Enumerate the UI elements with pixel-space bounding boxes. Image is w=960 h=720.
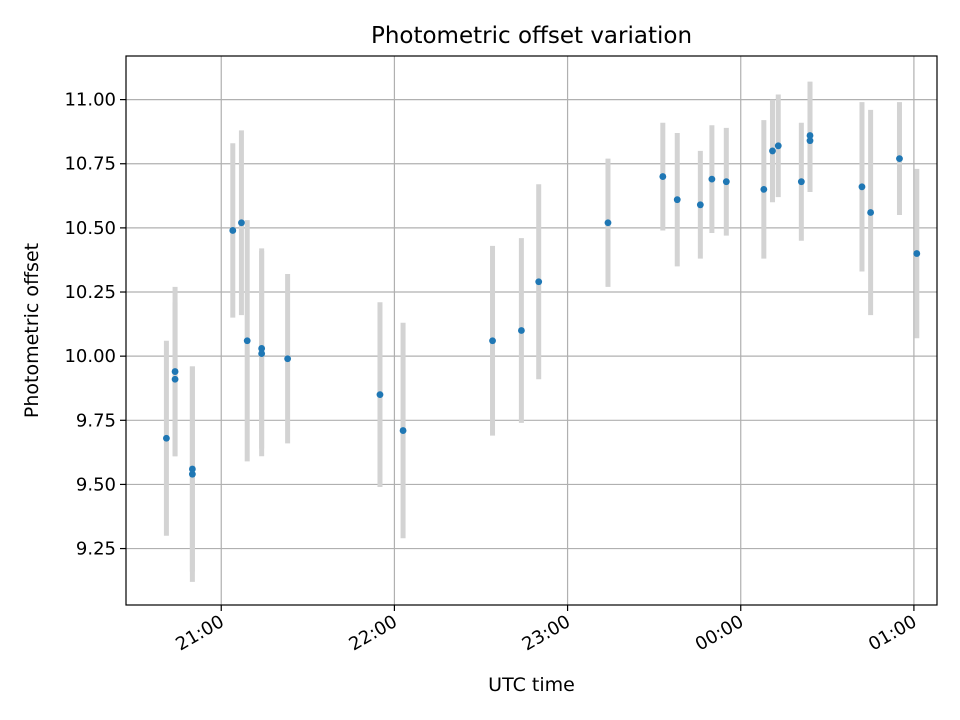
- data-point: [858, 183, 866, 191]
- data-point: [659, 173, 667, 180]
- data-point: [489, 337, 496, 345]
- data-point: [806, 137, 814, 145]
- data-point: [171, 368, 179, 375]
- y-tick-label: 9.75: [76, 410, 116, 431]
- y-tick-label: 9.25: [76, 539, 116, 560]
- data-point: [867, 209, 875, 216]
- data-point: [722, 178, 730, 186]
- data-point: [604, 219, 612, 227]
- data-point: [708, 175, 716, 183]
- data-point: [258, 350, 266, 357]
- data-point: [535, 278, 543, 286]
- data-point: [229, 227, 237, 234]
- data-point: [696, 201, 704, 209]
- x-axis-label: UTC time: [488, 674, 575, 696]
- data-point: [188, 465, 196, 473]
- plot-frame: [125, 55, 938, 606]
- chart-title: Photometric offset variation: [371, 23, 692, 49]
- data-point: [769, 147, 776, 155]
- data-point: [760, 186, 768, 193]
- data-point: [517, 327, 525, 334]
- data-point: [376, 391, 384, 399]
- data-point: [188, 470, 196, 478]
- y-axis-label: Photometric offset: [21, 243, 43, 418]
- data-point: [163, 434, 170, 442]
- data-point: [896, 155, 903, 163]
- y-tick-label: 10.25: [64, 282, 116, 303]
- y-tick-label: 9.50: [76, 474, 116, 495]
- data-point: [673, 196, 681, 204]
- y-tick-label: 10.50: [64, 218, 116, 239]
- data-point: [806, 132, 814, 139]
- data-point: [913, 250, 921, 257]
- data-point: [171, 375, 179, 383]
- y-tick-label: 11.00: [64, 90, 116, 111]
- data-point: [258, 345, 266, 352]
- data-point: [797, 178, 805, 186]
- data-point: [774, 142, 782, 150]
- data-point: [284, 355, 292, 363]
- data-point: [399, 427, 407, 434]
- data-point: [238, 219, 245, 227]
- data-points: [163, 132, 921, 478]
- y-tick-label: 10.00: [64, 346, 116, 367]
- y-tick-label: 10.75: [64, 154, 116, 175]
- data-point: [243, 337, 251, 345]
